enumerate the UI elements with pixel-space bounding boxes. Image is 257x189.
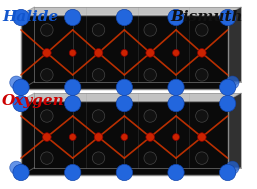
Circle shape	[168, 95, 184, 112]
Circle shape	[10, 76, 23, 89]
Circle shape	[168, 79, 184, 95]
Circle shape	[13, 9, 29, 26]
Polygon shape	[228, 7, 241, 89]
Circle shape	[69, 134, 76, 140]
Circle shape	[146, 49, 154, 57]
Circle shape	[196, 24, 208, 36]
Circle shape	[65, 164, 81, 181]
Polygon shape	[21, 101, 228, 175]
Circle shape	[168, 9, 184, 26]
Circle shape	[65, 9, 81, 26]
Circle shape	[196, 110, 208, 122]
Circle shape	[10, 161, 23, 174]
Circle shape	[92, 69, 105, 81]
Polygon shape	[21, 168, 241, 175]
Circle shape	[196, 69, 208, 81]
Circle shape	[144, 110, 157, 122]
Circle shape	[13, 79, 29, 95]
Circle shape	[121, 134, 128, 140]
Polygon shape	[21, 93, 241, 101]
Circle shape	[13, 164, 29, 181]
Circle shape	[116, 79, 133, 95]
Text: Halide: Halide	[2, 10, 58, 24]
Circle shape	[92, 24, 105, 36]
Circle shape	[92, 152, 105, 164]
Circle shape	[116, 164, 133, 181]
Circle shape	[144, 69, 157, 81]
Circle shape	[226, 76, 239, 89]
Circle shape	[41, 69, 53, 81]
Polygon shape	[21, 15, 228, 89]
Circle shape	[69, 50, 76, 56]
Circle shape	[116, 95, 133, 112]
Circle shape	[13, 95, 29, 112]
Circle shape	[41, 24, 53, 36]
Circle shape	[198, 49, 206, 57]
Circle shape	[43, 49, 51, 57]
Circle shape	[116, 9, 133, 26]
Circle shape	[198, 133, 206, 141]
Polygon shape	[228, 93, 241, 175]
Circle shape	[94, 133, 103, 141]
Circle shape	[219, 164, 236, 181]
Circle shape	[144, 24, 157, 36]
Circle shape	[168, 164, 184, 181]
Circle shape	[92, 110, 105, 122]
Circle shape	[196, 152, 208, 164]
Circle shape	[226, 161, 239, 174]
Circle shape	[172, 134, 179, 140]
Circle shape	[65, 95, 81, 112]
Circle shape	[94, 49, 103, 57]
Text: Oxygen: Oxygen	[2, 94, 65, 108]
Circle shape	[65, 79, 81, 95]
Circle shape	[219, 79, 236, 95]
Circle shape	[41, 152, 53, 164]
Circle shape	[219, 95, 236, 112]
Circle shape	[146, 133, 154, 141]
Text: Bismuth: Bismuth	[170, 10, 243, 24]
Polygon shape	[21, 7, 241, 15]
Circle shape	[219, 9, 236, 26]
Circle shape	[121, 50, 128, 56]
Circle shape	[43, 133, 51, 141]
Polygon shape	[21, 82, 241, 89]
Circle shape	[41, 110, 53, 122]
Circle shape	[172, 50, 179, 56]
Circle shape	[144, 152, 157, 164]
